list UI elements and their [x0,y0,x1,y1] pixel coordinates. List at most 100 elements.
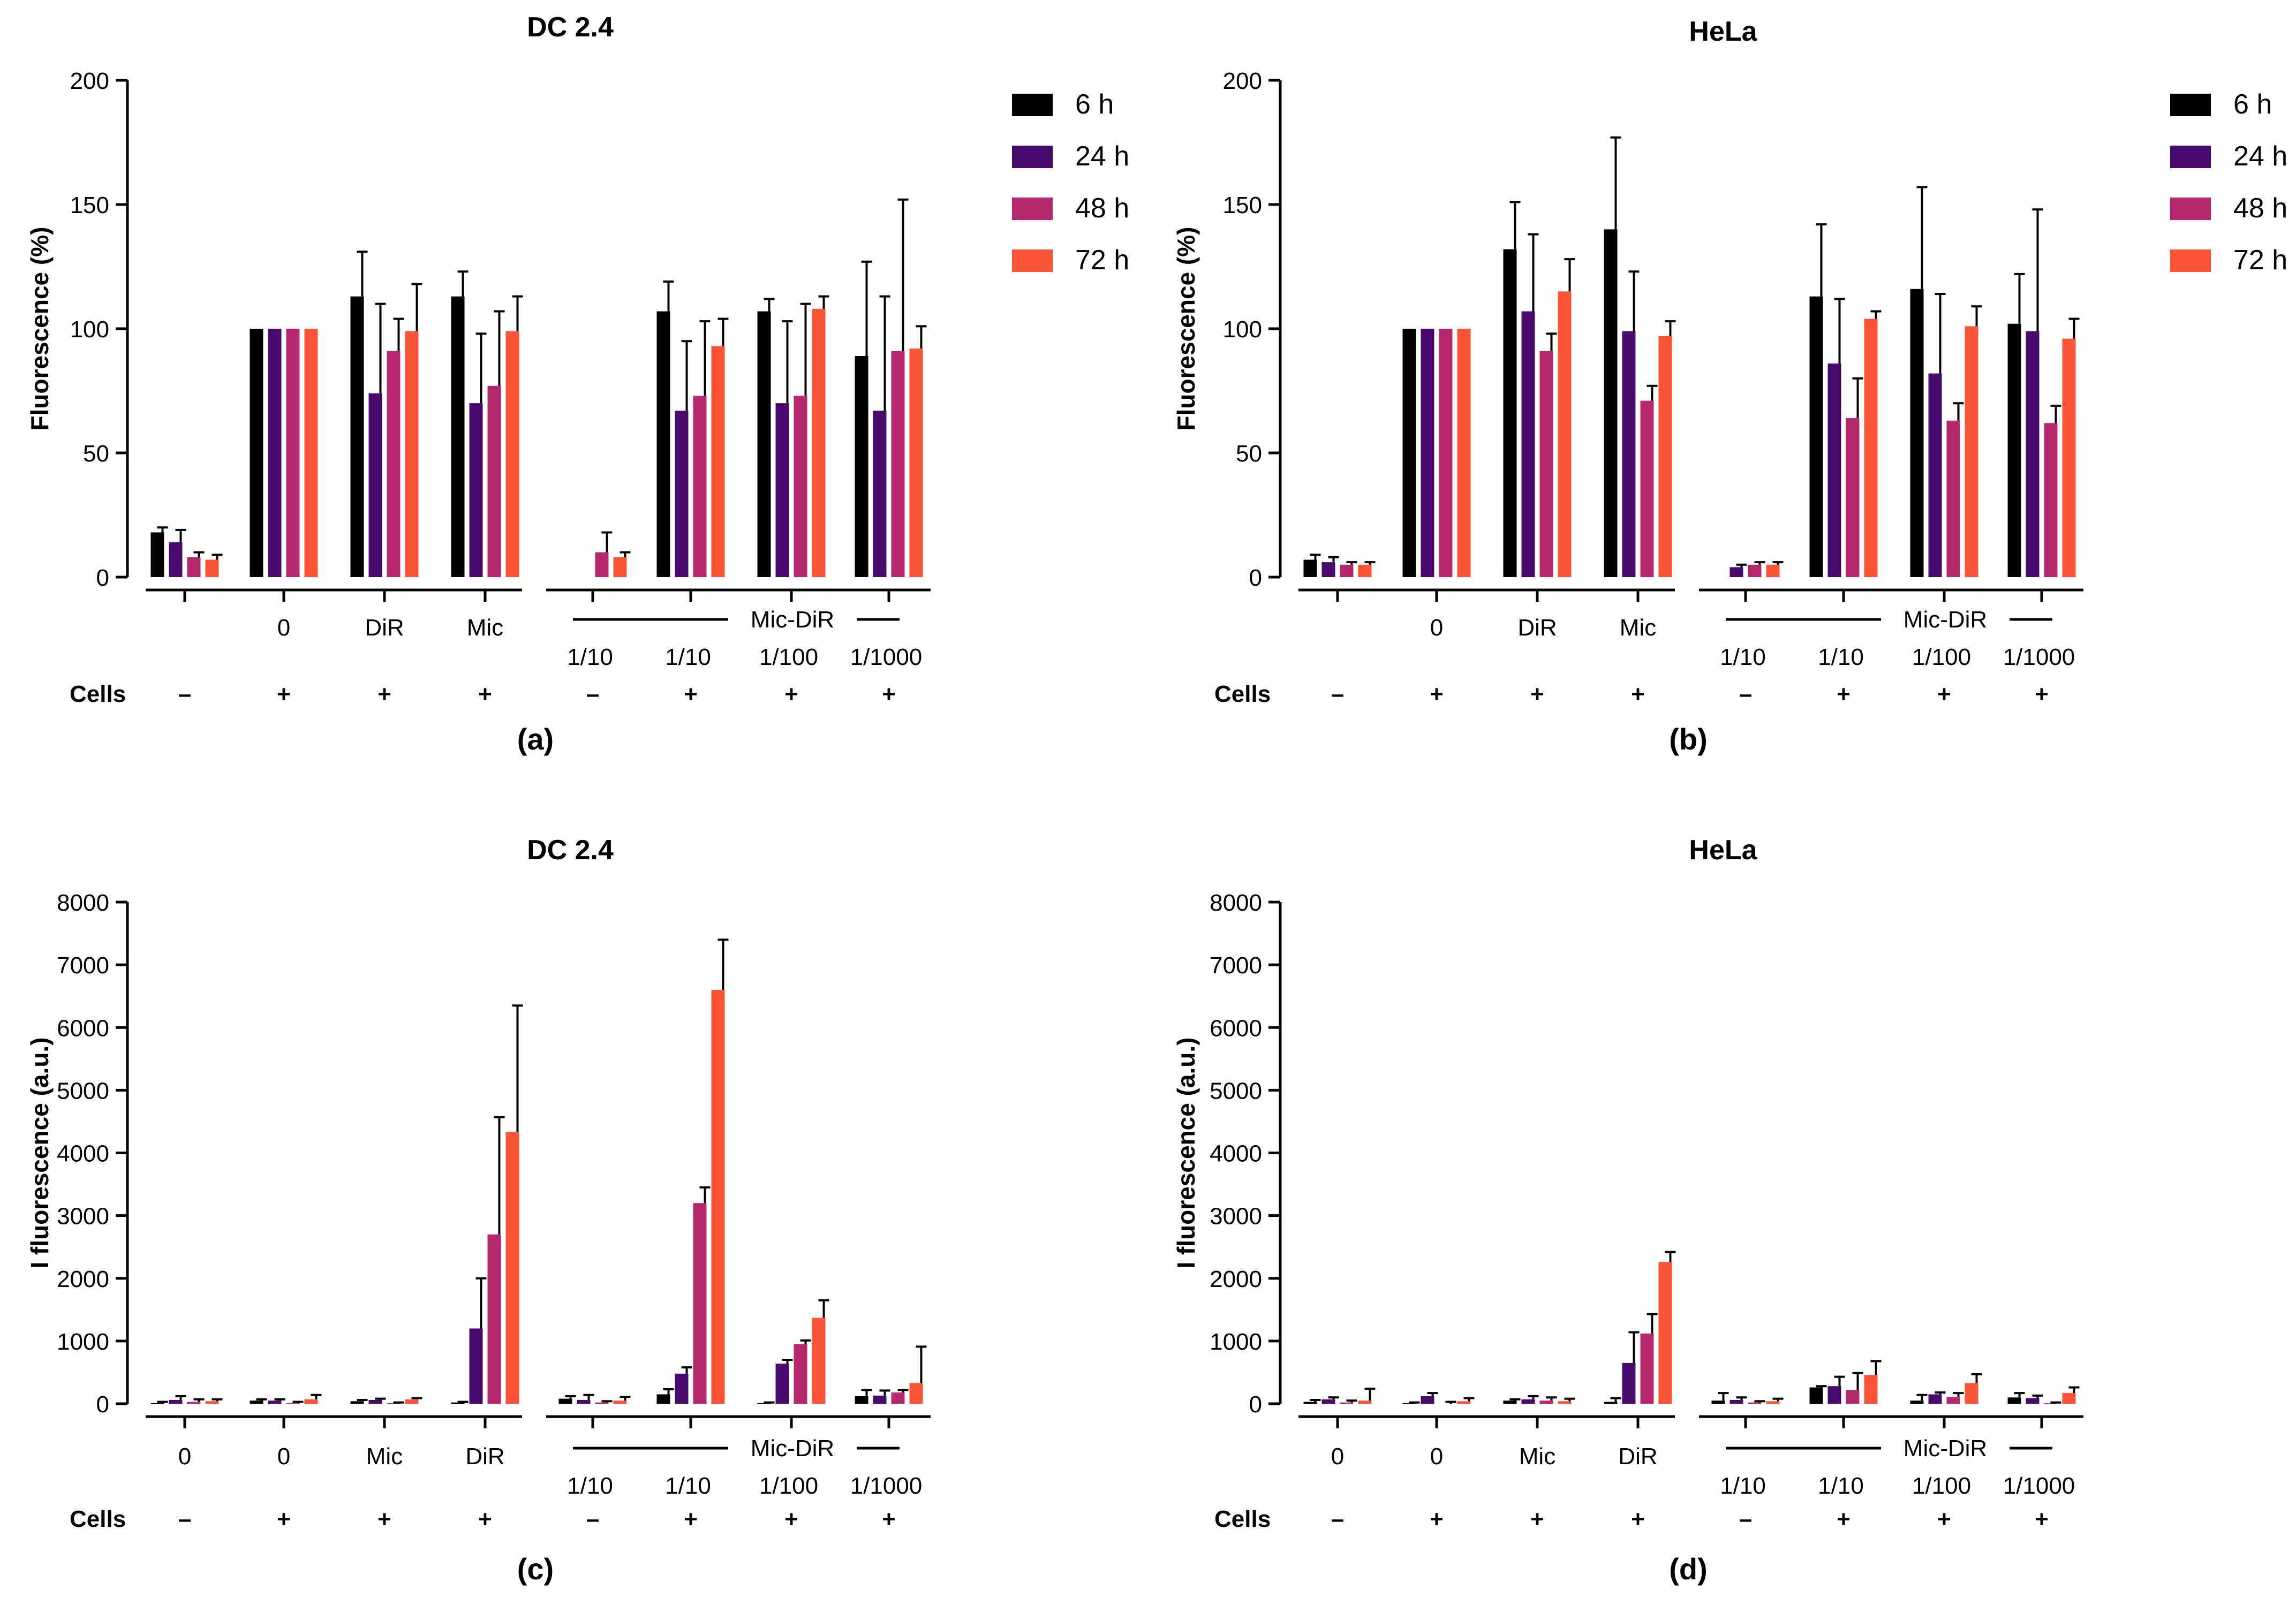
x-category-label: 1/10 [567,1473,613,1499]
bar-72h [2062,338,2076,577]
x-category-label: 1/1000 [2003,1473,2075,1499]
bar-48h [595,552,609,577]
bar-24h [1622,1363,1636,1404]
cells-row-label: Cells [1214,681,1271,707]
bar-48h [693,396,707,577]
chart-title: DC 2.4 [527,835,614,866]
x-category-label: 1/10 [1818,1473,1864,1499]
bar-48h [286,329,300,577]
x-category-label: 1/10 [1818,644,1864,670]
bar-6h [1503,249,1517,577]
bar-24h [577,1399,591,1404]
bar-6h [250,1401,263,1404]
y-tick-label: 200 [1223,68,1262,94]
bar-24h [169,1399,183,1404]
bar-24h [1521,1399,1535,1404]
chart-title: HeLa [1689,16,1757,47]
chart-title: HeLa [1689,835,1757,866]
cells-indicator: – [1739,681,1752,707]
bar-24h [169,542,183,577]
bar-6h [855,1396,868,1404]
bar-24h [873,1395,887,1404]
cells-indicator: + [478,1506,492,1532]
bar-24h [1521,311,1535,577]
bar-6h [1604,229,1618,577]
x-category-label: DiR [1618,1443,1657,1470]
y-tick-label: 3000 [57,1204,109,1230]
x-category-label: 1/10 [665,1473,711,1499]
bar-48h [487,385,501,577]
legend-swatch [1012,249,1053,272]
bar-72h [1864,1375,1878,1404]
y-tick-label: 50 [83,441,109,467]
bar-48h [693,1203,707,1404]
bar-6h [1303,1402,1317,1404]
bar-24h [1827,1386,1841,1404]
bar-72h [405,331,419,577]
x-category-label: 1/100 [1912,644,1971,670]
bar-48h [891,1392,905,1404]
y-tick-label: 4000 [1210,1141,1262,1167]
bracket-label: Mic-DiR [1904,1435,1987,1462]
y-axis-title: I fluorescence (a.u.) [1172,1037,1200,1268]
bar-48h [1640,400,1654,577]
bar-48h [1640,1333,1654,1404]
bar-24h [268,329,282,577]
bar-48h [794,396,807,577]
bar-48h [1748,1402,1762,1404]
cells-indicator: + [784,1506,798,1532]
bracket-label: Mic-DiR [751,1435,834,1462]
legend-swatch [1012,198,1053,220]
bar-72h [405,1399,419,1404]
panel-label: (a) [517,722,554,756]
bar-6h [350,296,364,577]
bar-6h [1809,1387,1823,1404]
bar-48h [1946,420,1960,577]
x-category-label: 1/10 [1720,1473,1766,1499]
bar-72h [812,308,826,577]
cells-indicator: – [586,681,599,707]
y-tick-label: 0 [1249,1391,1262,1418]
bar-24h [368,393,382,577]
cells-indicator: + [1631,1506,1645,1532]
chart-panel-a: DC 2.4 0 50 100 150 200 Fluorescence (%) 0 DiR Mi… [26,12,1129,756]
bar-72h [711,989,725,1404]
bar-24h [2026,1398,2040,1404]
cells-row-label: Cells [1214,1506,1271,1532]
bar-72h [304,1399,318,1404]
y-tick-label: 100 [1223,316,1262,343]
bar-24h [1421,1396,1434,1404]
x-category-label: Mic [1620,615,1656,641]
bar-6h [1910,289,1924,577]
bar-48h [1539,1401,1553,1404]
cells-indicator: + [1631,681,1645,707]
cells-indicator: + [377,1506,391,1532]
legend-label: 48 h [2233,193,2287,224]
y-tick-label: 5000 [1210,1078,1262,1104]
x-category-label: Mic [467,615,503,641]
legend-label: 72 h [1075,245,1129,276]
y-axis-title: I fluorescence (a.u.) [26,1037,54,1268]
y-tick-label: 8000 [1210,890,1262,916]
cells-indicator: – [1739,1506,1752,1532]
cells-indicator: – [178,681,191,707]
chart-panel-b: HeLa 0 50 100 150 200 Fluorescence (%) 0 DiR Mic 1… [1172,16,2287,756]
y-tick-label: 2000 [1210,1266,1262,1292]
cells-indicator: + [1837,1506,1851,1532]
x-category-label: 1/100 [1912,1473,1971,1499]
bar-24h [1729,1399,1743,1404]
bar-48h [1340,564,1354,577]
legend-swatch [1012,146,1053,168]
bar-24h [2026,331,2040,577]
chart-panel-d: HeLa 0 1000 2000 3000 4000 5000 6000 7000 8000 I f… [1172,835,2083,1586]
bar-48h [1946,1397,1960,1404]
bar-6h [1402,329,1416,577]
bar-6h [656,311,670,577]
bar-72h [1965,326,1978,577]
x-category-label: 1/1000 [2003,644,2075,670]
cells-indicator: + [277,1506,291,1532]
chart-panel-c: DC 2.4 0 1000 2000 3000 4000 5000 6000 7000 8000 I… [26,835,931,1586]
cells-indicator: – [586,1506,599,1532]
legend-label: 6 h [1075,89,1114,120]
